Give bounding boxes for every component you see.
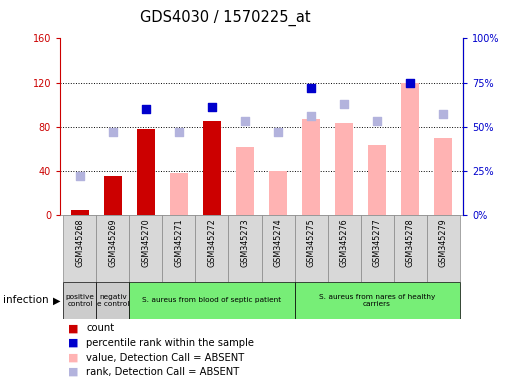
Text: S. aureus from nares of healthy
carriers: S. aureus from nares of healthy carriers [319, 294, 435, 307]
Text: percentile rank within the sample: percentile rank within the sample [86, 338, 254, 348]
Text: GSM345276: GSM345276 [339, 218, 348, 267]
Bar [170, 173, 188, 215]
Text: value, Detection Call = ABSENT: value, Detection Call = ABSENT [86, 353, 245, 362]
Text: negativ
e control: negativ e control [97, 294, 129, 307]
Point [274, 129, 282, 135]
Point [241, 118, 249, 124]
Bar [63, 215, 96, 282]
Bar [294, 282, 460, 319]
Text: ■: ■ [68, 338, 78, 348]
Text: S. aureus from blood of septic patient: S. aureus from blood of septic patient [142, 298, 281, 303]
Bar [401, 83, 419, 215]
Point [142, 106, 150, 112]
Text: positive
control: positive control [65, 294, 94, 307]
Text: GSM345271: GSM345271 [175, 218, 184, 267]
Text: GSM345279: GSM345279 [439, 218, 448, 267]
Bar [96, 215, 130, 282]
Bar [203, 121, 221, 215]
Bar [434, 138, 452, 215]
Bar [63, 282, 96, 319]
Text: GDS4030 / 1570225_at: GDS4030 / 1570225_at [140, 10, 310, 26]
Bar [137, 129, 155, 215]
Bar [427, 215, 460, 282]
Bar [302, 119, 320, 215]
Text: rank, Detection Call = ABSENT: rank, Detection Call = ABSENT [86, 367, 240, 377]
Point [109, 129, 117, 135]
Bar [163, 215, 196, 282]
Text: GSM345273: GSM345273 [241, 218, 249, 267]
Bar [71, 210, 89, 215]
Bar [262, 215, 294, 282]
Bar [196, 215, 229, 282]
Point [307, 113, 315, 119]
Text: GSM345272: GSM345272 [208, 218, 217, 267]
Point [307, 85, 315, 91]
Point [406, 79, 414, 86]
Bar [368, 146, 386, 215]
Bar [104, 176, 122, 215]
Text: ■: ■ [68, 323, 78, 333]
Text: GSM345270: GSM345270 [141, 218, 151, 267]
Point [76, 173, 84, 179]
Bar [96, 282, 130, 319]
Bar [229, 215, 262, 282]
Bar [393, 215, 427, 282]
Bar [360, 215, 393, 282]
Text: GSM345278: GSM345278 [405, 218, 415, 267]
Bar [327, 215, 360, 282]
Bar [236, 147, 254, 215]
Bar [130, 215, 163, 282]
Point [208, 104, 216, 110]
Point [340, 101, 348, 107]
Text: ■: ■ [68, 367, 78, 377]
Text: GSM345274: GSM345274 [274, 218, 282, 267]
Bar [130, 282, 294, 319]
Text: infection: infection [3, 295, 48, 306]
Text: GSM345268: GSM345268 [75, 218, 84, 267]
Text: GSM345275: GSM345275 [306, 218, 315, 267]
Text: ▶: ▶ [53, 295, 60, 306]
Bar [269, 171, 287, 215]
Point [439, 111, 447, 118]
Text: GSM345269: GSM345269 [108, 218, 118, 267]
Bar [294, 215, 327, 282]
Point [373, 118, 381, 124]
Point [175, 129, 183, 135]
Text: ■: ■ [68, 353, 78, 362]
Text: count: count [86, 323, 115, 333]
Text: GSM345277: GSM345277 [372, 218, 382, 267]
Bar [335, 123, 353, 215]
